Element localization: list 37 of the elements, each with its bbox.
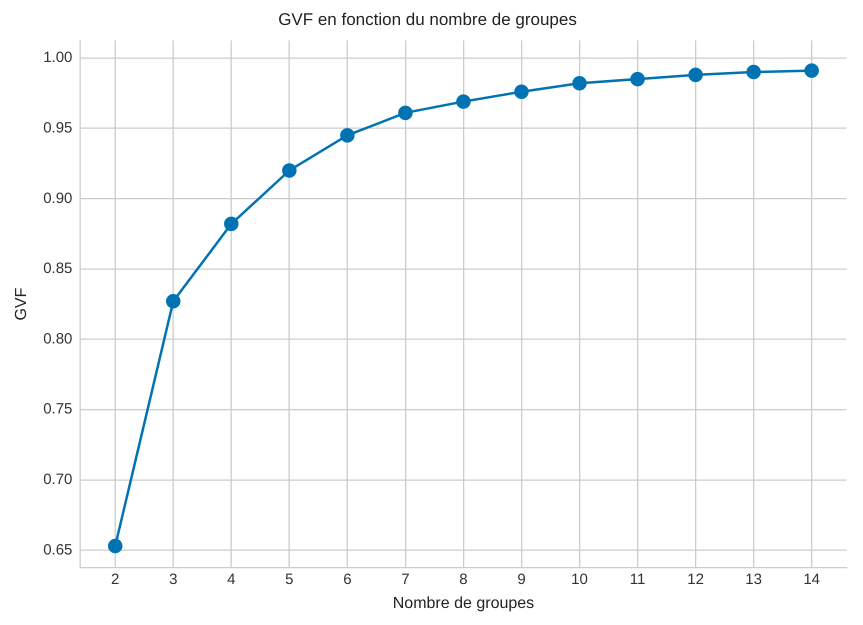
x-tick-label: 3 (169, 570, 178, 588)
x-tick-label: 12 (687, 570, 704, 588)
x-tick-label: 5 (285, 570, 294, 588)
y-tick-label: 0.75 (43, 400, 72, 418)
chart-title: GVF en fonction du nombre de groupes (278, 10, 577, 29)
y-tick-label: 0.85 (43, 260, 72, 278)
point (456, 94, 471, 109)
x-axis-title: Nombre de groupes (392, 594, 534, 612)
y-tick-label: 1.00 (43, 49, 72, 66)
point (166, 294, 181, 309)
y-axis-title: GVF (13, 287, 30, 321)
x-tick-label: 9 (517, 570, 526, 588)
point (224, 216, 239, 232)
x-tick-label: 2 (111, 570, 120, 588)
y-tick-label: 0.90 (43, 190, 72, 207)
point (282, 163, 297, 178)
point (572, 76, 587, 91)
x-tick-label: 10 (571, 570, 588, 588)
x-tick-label: 14 (803, 570, 820, 588)
x-tick-label: 13 (745, 570, 762, 588)
x-tick-label: 6 (343, 570, 352, 588)
y-tick-label: 0.95 (43, 119, 72, 136)
x-tick-label: 8 (459, 570, 468, 588)
point (514, 84, 529, 99)
point (108, 538, 122, 554)
point (630, 72, 645, 86)
point (340, 128, 355, 143)
y-tick-label: 0.65 (43, 541, 72, 558)
x-tick-label: 11 (630, 570, 646, 588)
point (688, 68, 703, 82)
x-tick-label: 7 (401, 570, 410, 588)
point (398, 106, 413, 120)
y-tick-label: 0.80 (43, 330, 72, 348)
point (804, 63, 819, 78)
x-tick-label: 4 (227, 570, 236, 588)
point (746, 64, 761, 80)
y-tick-label: 0.70 (43, 471, 72, 488)
